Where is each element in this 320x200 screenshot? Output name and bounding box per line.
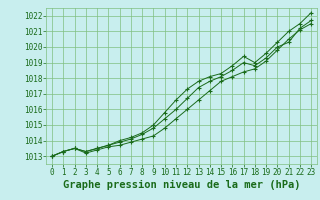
X-axis label: Graphe pression niveau de la mer (hPa): Graphe pression niveau de la mer (hPa) — [63, 180, 300, 190]
